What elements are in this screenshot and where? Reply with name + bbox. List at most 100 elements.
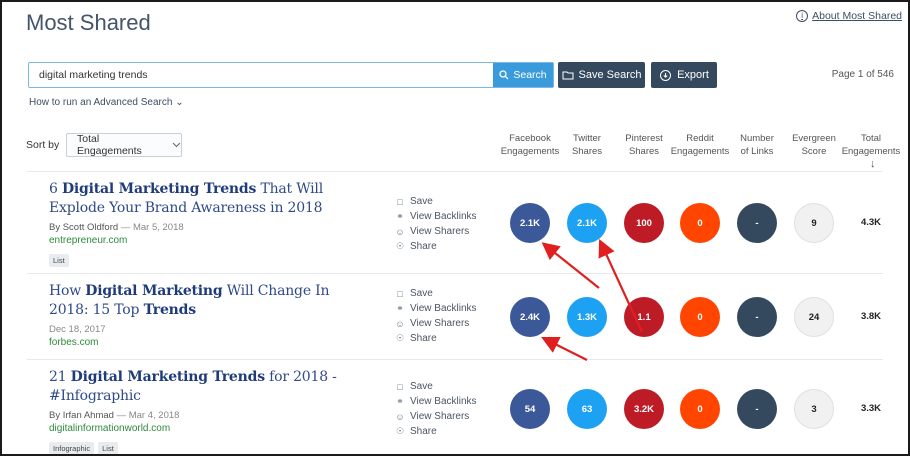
article-date: Dec 18, 2017	[49, 324, 106, 335]
action-label: View Backlinks	[410, 211, 477, 222]
reddit-engagements-badge[interactable]: 0	[680, 203, 720, 243]
article-domain[interactable]: entrepreneur.com	[49, 235, 128, 246]
evergreen-score-badge[interactable]: 3	[794, 389, 834, 429]
action-share[interactable]: ☉ Share	[395, 424, 477, 439]
article-title[interactable]: 21 Digital Marketing Trends for 2018 - #…	[49, 368, 359, 406]
article-title-part: How	[49, 283, 86, 299]
number-of-links-badge[interactable]: -	[737, 203, 777, 243]
share-icon: ☉	[395, 241, 405, 251]
search-button-label: Search	[513, 69, 547, 81]
action-label: Save	[410, 381, 433, 392]
export-button[interactable]: Export	[651, 62, 717, 88]
column-header-line: Engagements	[500, 146, 560, 157]
annotation-arrow	[541, 242, 600, 289]
folder-icon	[562, 71, 573, 80]
evergreen-score-badge[interactable]: 9	[794, 203, 834, 243]
column-header[interactable]: Total Engagements	[834, 132, 908, 158]
column-header-line: Reddit	[686, 133, 714, 144]
article-meta: Dec 18, 2017	[49, 324, 359, 335]
column-header-line: Engagements	[841, 146, 901, 157]
action-view-backlinks[interactable]: ⚭ View Backlinks	[395, 301, 476, 316]
facebook-engagements-badge[interactable]: 2.4K	[510, 297, 550, 337]
content-type-tag: Infographic	[49, 442, 95, 454]
evergreen-score-badge[interactable]: 24	[794, 297, 834, 337]
user-icon: ☺	[395, 411, 405, 422]
reddit-engagements-badge[interactable]: 0	[680, 389, 720, 429]
sort-dropdown[interactable]: Total Engagements	[66, 133, 182, 157]
article-title-part: Digital Marketing Trends	[61, 181, 257, 197]
total-engagements: 3.3K	[860, 403, 882, 414]
article-title-part: Digital Marketing Trends	[70, 369, 265, 385]
column-header: Evergreen Score	[777, 132, 851, 158]
article-author[interactable]: By Scott Oldford	[49, 222, 119, 233]
action-view-backlinks[interactable]: ⚭ View Backlinks	[395, 209, 477, 224]
twitter-shares-badge[interactable]: 1.3K	[567, 297, 607, 337]
article-title[interactable]: How Digital Marketing Will Change In 201…	[49, 282, 359, 320]
facebook-engagements-badge[interactable]: 2.1K	[510, 203, 550, 243]
reddit-engagements-badge[interactable]: 0	[680, 297, 720, 337]
action-save[interactable]: □ Save	[395, 379, 477, 394]
action-label: View Sharers	[410, 411, 470, 422]
facebook-engagements-badge[interactable]: 54	[510, 389, 550, 429]
action-view-sharers[interactable]: ☺ View Sharers	[395, 224, 477, 239]
number-of-links-badge[interactable]: -	[737, 389, 777, 429]
article-info: 6 Digital Marketing Trends That Will Exp…	[49, 180, 359, 268]
action-view-sharers[interactable]: ☺ View Sharers	[395, 409, 477, 424]
action-view-sharers[interactable]: ☺ View Sharers	[395, 316, 477, 331]
column-header-line: Number	[740, 133, 774, 144]
column-header-line: of Links	[740, 146, 774, 157]
column-header: Number of Links	[720, 132, 794, 158]
pinterest-shares-badge[interactable]: 3.2K	[624, 389, 664, 429]
row-divider	[27, 273, 883, 274]
article-actions: □ Save ⚭ View Backlinks ☺ View Sharers ☉ Share	[395, 194, 477, 254]
save-search-button[interactable]: Save Search	[558, 62, 645, 88]
article-domain[interactable]: digitalinformationworld.com	[49, 423, 171, 434]
article-title[interactable]: 6 Digital Marketing Trends That Will Exp…	[49, 180, 359, 218]
article-tags: Infographic List	[49, 438, 359, 454]
twitter-shares-badge[interactable]: 2.1K	[567, 203, 607, 243]
twitter-shares-badge[interactable]: 63	[567, 389, 607, 429]
action-label: Save	[410, 196, 433, 207]
column-header-line: Shares	[628, 146, 660, 157]
save-icon: □	[397, 196, 403, 207]
article-author[interactable]: By Irfan Ahmad	[49, 410, 114, 421]
action-save[interactable]: □ Save	[395, 194, 477, 209]
column-header: Reddit Engagements	[663, 132, 737, 158]
about-link[interactable]: i About Most Shared	[796, 10, 902, 22]
about-link-label: About Most Shared	[812, 10, 902, 22]
action-label: Share	[410, 241, 437, 252]
action-save[interactable]: □ Save	[395, 286, 477, 301]
article-actions: □ Save ⚭ View Backlinks ☺ View Sharers ☉ Share	[395, 379, 477, 439]
article-tags: List	[49, 250, 359, 268]
user-icon: ☺	[395, 318, 405, 329]
total-engagements: 3.8K	[860, 311, 882, 322]
column-header: Facebook Engagements	[493, 132, 567, 158]
pinterest-shares-badge[interactable]: 100	[624, 203, 664, 243]
pinterest-shares-badge[interactable]: 1.1	[624, 297, 664, 337]
article-meta: By Scott Oldford — Mar 5, 2018	[49, 222, 184, 233]
column-header-line: Total	[860, 133, 882, 144]
page-info: Page 1 of 546	[831, 69, 894, 80]
action-share[interactable]: ☉ Share	[395, 239, 477, 254]
number-of-links-badge[interactable]: -	[737, 297, 777, 337]
advanced-search-label: How to run an Advanced Search	[29, 97, 173, 108]
share-icon: ☉	[395, 426, 405, 436]
article-title-part: Trends	[143, 302, 197, 318]
advanced-search-link[interactable]: How to run an Advanced Search ⌄	[29, 97, 184, 108]
search-input[interactable]	[29, 63, 493, 87]
export-label: Export	[677, 69, 709, 81]
annotation-arrow	[541, 337, 588, 361]
row-divider	[27, 171, 883, 172]
action-view-backlinks[interactable]: ⚭ View Backlinks	[395, 394, 477, 409]
search-bar: Search	[28, 62, 554, 88]
article-domain[interactable]: forbes.com	[49, 337, 99, 348]
info-icon: i	[796, 10, 809, 22]
link-icon: ⚭	[396, 211, 404, 221]
action-share[interactable]: ☉ Share	[395, 331, 477, 346]
action-label: View Backlinks	[410, 396, 477, 407]
article-title-part: Will Change In 2018: 15 Top	[49, 283, 330, 318]
user-icon: ☺	[395, 226, 405, 237]
column-header-line: Shares	[571, 146, 603, 157]
search-button[interactable]: Search	[493, 63, 553, 87]
